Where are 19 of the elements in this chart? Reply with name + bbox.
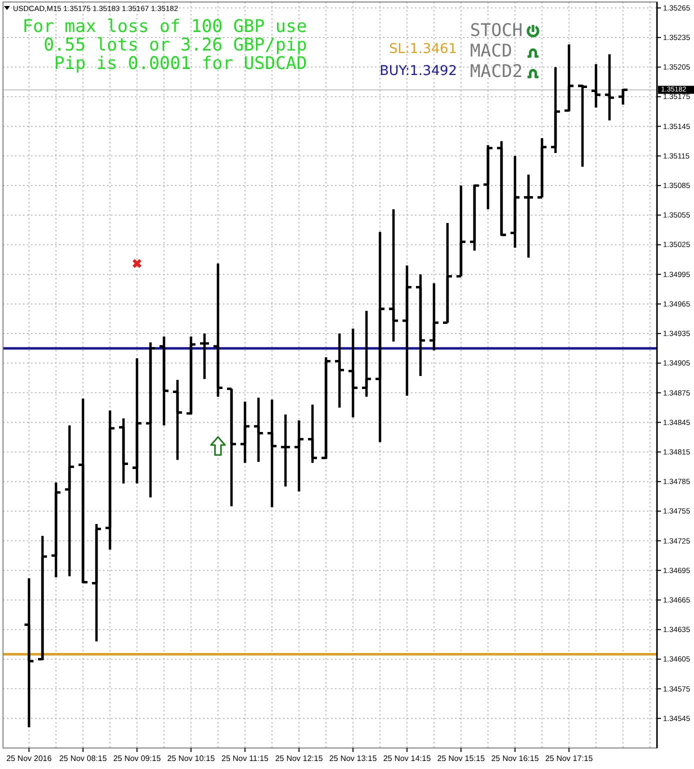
x-tick-label: 25 Nov 11:15 [222, 754, 270, 763]
x-tick-label: 25 Nov 09:15 [113, 754, 162, 763]
ref-line-label: BUY:1.3492 [380, 63, 457, 79]
x-tick-label: 25 Nov 08:15 [59, 754, 108, 763]
annotation: STOCH [470, 21, 523, 41]
x-tick-label: 25 Nov 12:15 [275, 754, 324, 763]
x-tick-label: 25 Nov 13:15 [329, 754, 378, 763]
x-tick-label: 25 Nov 16:15 [491, 754, 540, 763]
x-tick-label: 25 Nov 10:15 [167, 754, 216, 763]
x-tick-label: 25 Nov 17:15 [545, 754, 594, 763]
x-tick-label: 25 Nov 15:15 [437, 754, 486, 763]
x-tick-label: 25 Nov 2016 [6, 754, 52, 763]
ref-line-label: SL:1.3461 [389, 41, 457, 57]
annotation: 0.55 lots or 3.26 GBP/pip [44, 36, 307, 56]
annotation: MACD2 [470, 62, 523, 82]
annotation: Pip is 0.0001 for USDCAD [54, 54, 307, 74]
annotation: For max loss of 100 GBP use [22, 17, 307, 37]
x-tick-label: 25 Nov 14:15 [383, 754, 432, 763]
annotation: MACD [470, 42, 512, 62]
